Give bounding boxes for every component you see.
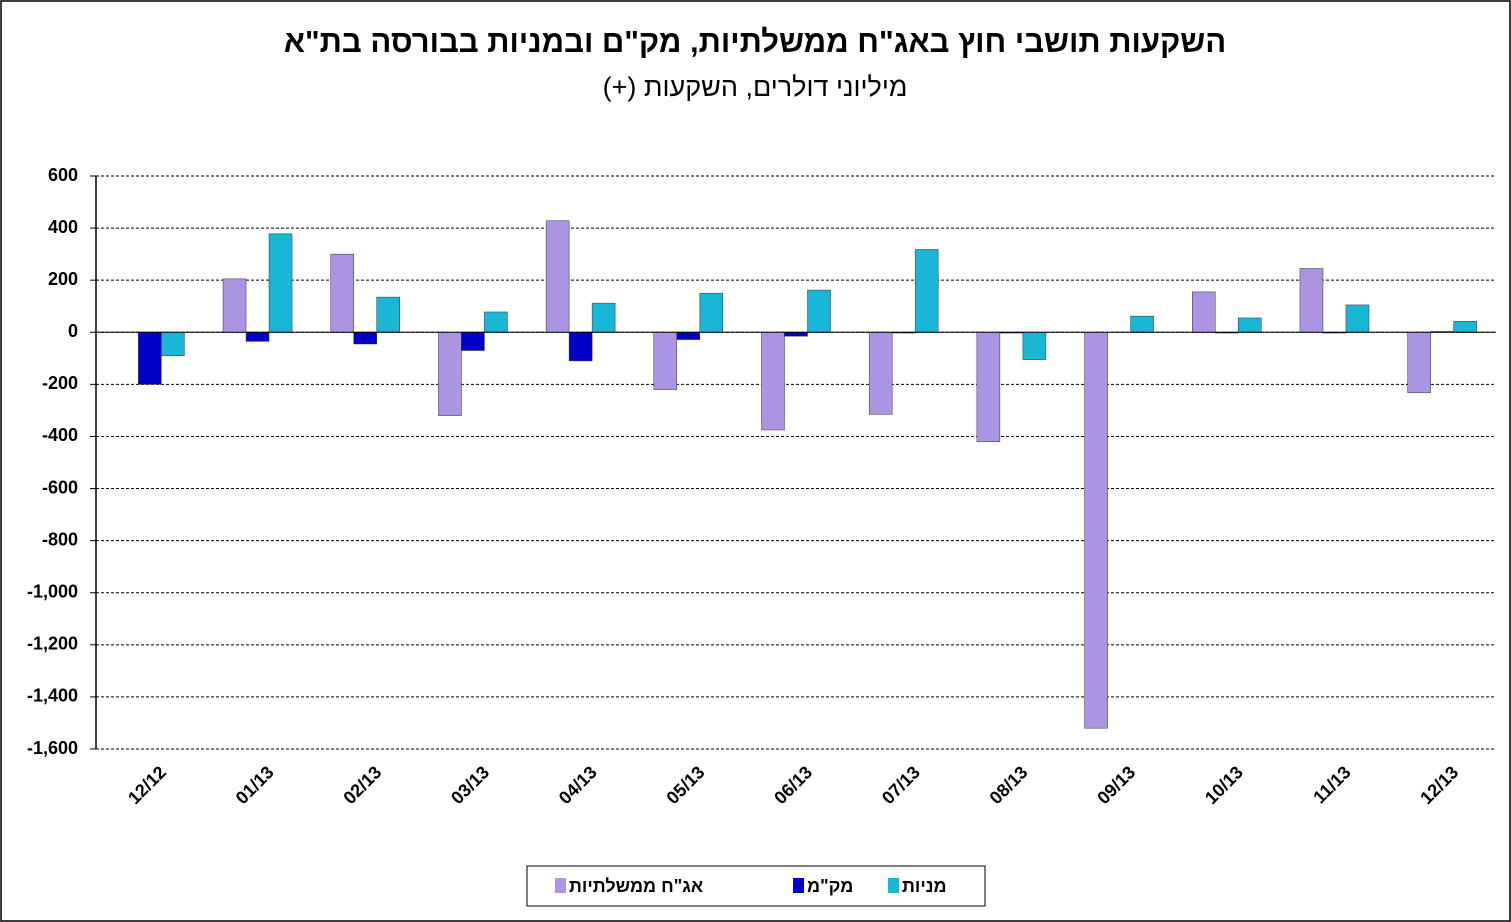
bar [353, 332, 377, 345]
bar [976, 332, 1001, 442]
legend-swatch [555, 878, 566, 893]
bar [914, 249, 939, 333]
y-tick-label: -400 [42, 425, 78, 445]
legend-swatch [793, 878, 804, 893]
bar [1407, 332, 1431, 393]
bar [330, 253, 354, 333]
chart-title: השקעות תושבי חוץ באג"ח ממשלתיות, מק"ם וב… [284, 24, 1226, 59]
bar [699, 292, 724, 333]
y-tick-label: -1,000 [27, 581, 78, 601]
bar [268, 233, 293, 333]
bar [653, 332, 678, 390]
y-tick-label: 600 [48, 165, 78, 185]
bar [1345, 304, 1370, 333]
bar [1192, 291, 1216, 333]
y-tick-label: -800 [42, 529, 78, 549]
bar [438, 332, 462, 416]
bar [868, 332, 893, 415]
legend-label: אג"ח ממשלתיות [569, 876, 703, 896]
chart-subtitle: מיליוני דולרים, השקעות (+) [603, 72, 908, 102]
bar [545, 220, 570, 333]
bar [1299, 268, 1324, 333]
bar [568, 332, 593, 362]
bar [1238, 317, 1262, 333]
y-tick-label: -1,400 [27, 686, 78, 706]
y-tick-label: -200 [42, 373, 78, 393]
bar [761, 332, 785, 431]
bar [1022, 332, 1047, 360]
y-tick-label: 400 [48, 217, 78, 237]
bar [807, 289, 831, 333]
bar [591, 302, 616, 333]
bar [138, 332, 162, 385]
y-tick-label: 0 [68, 321, 78, 341]
y-tick-label: -1,600 [27, 738, 78, 758]
bar [376, 296, 400, 333]
bar [484, 311, 508, 333]
bar [1453, 321, 1477, 333]
y-tick-label: -1,200 [27, 634, 78, 654]
legend-label: מק"מ [807, 876, 853, 896]
bar [161, 332, 185, 356]
y-tick-label: 200 [48, 269, 78, 289]
bar [245, 332, 270, 342]
bar [784, 332, 808, 337]
legend-box [526, 865, 986, 907]
legend-label: מניות [902, 876, 947, 896]
legend-swatch [888, 878, 899, 893]
bar [676, 332, 701, 340]
bar [1130, 315, 1154, 333]
bar [461, 332, 485, 351]
bar [222, 278, 247, 333]
bar [1084, 332, 1108, 729]
y-tick-label: -600 [42, 477, 78, 497]
